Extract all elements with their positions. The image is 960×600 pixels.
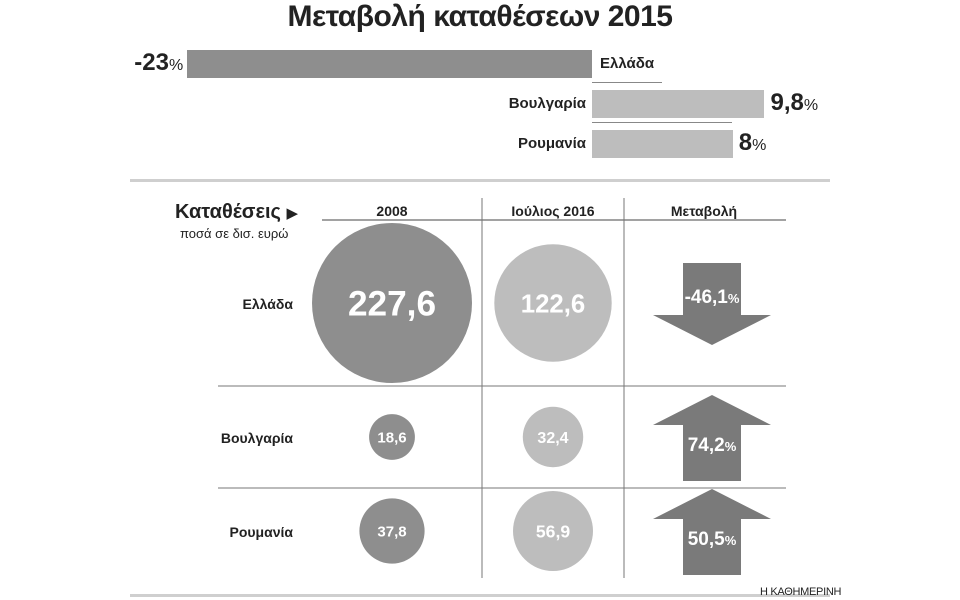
bar-label-bulgaria: Βουλγαρία [508, 95, 586, 112]
row-label-romania: Ρουμανία [229, 524, 294, 540]
bar-greece [187, 50, 592, 78]
chart-title: Μεταβολή καταθέσεων 2015 [287, 0, 674, 33]
arrow-up-romania-icon [653, 489, 771, 575]
column-header-change: Μεταβολή [670, 203, 738, 219]
bar-value-romania: 8% [738, 129, 767, 156]
source-credit: Η ΚΑΘΗΜΕΡΙΝΗ [760, 586, 842, 598]
bar-value-bulgaria: 9,8% [770, 89, 819, 116]
circle-2016-greece [494, 244, 612, 362]
bar-label-romania: Ρουμανία [517, 135, 586, 152]
section-subtitle: ποσά σε δισ. ευρώ [180, 226, 289, 241]
circle-2008-romania [359, 498, 425, 564]
change-value-romania: 50,5% [688, 529, 737, 550]
change-value-bulgaria: 74,2% [688, 435, 737, 456]
row-label-greece: Ελλάδα [242, 296, 293, 312]
column-header-july-2016: Ιούλιος 2016 [511, 203, 595, 219]
circle-2008-bulgaria [369, 414, 415, 460]
bar-row-separator [592, 122, 732, 123]
divider-top [130, 179, 830, 182]
value-2016-greece: 122,6 [521, 290, 586, 318]
value-2008-greece: 227,6 [348, 285, 436, 324]
value-2008-bulgaria: 18,6 [377, 429, 406, 446]
section-title-text: Καταθέσεις [175, 201, 281, 223]
bar-romania [592, 130, 733, 158]
bar-label-greece: Ελλάδα [600, 55, 655, 72]
circle-2016-romania [513, 491, 593, 571]
divider-bottom [130, 594, 830, 597]
bar-row-separator [592, 82, 662, 83]
row-label-bulgaria: Βουλγαρία [220, 430, 293, 446]
value-2016-bulgaria: 32,4 [537, 430, 568, 447]
column-header-2008: 2008 [376, 203, 408, 219]
arrow-down-greece-icon [653, 263, 771, 345]
arrow-up-bulgaria-icon [653, 395, 771, 481]
triangle-right-icon: ▶ [286, 205, 299, 222]
value-2016-romania: 56,9 [536, 521, 570, 541]
value-2008-romania: 37,8 [377, 523, 406, 540]
bar-value-greece: -23% [134, 49, 184, 76]
bar-bulgaria [592, 90, 765, 118]
circle-2008-greece [312, 223, 472, 383]
circle-2016-bulgaria [522, 406, 584, 468]
section-title: Καταθέσεις ▶ [175, 201, 298, 224]
change-value-greece: -46,1% [685, 287, 740, 308]
